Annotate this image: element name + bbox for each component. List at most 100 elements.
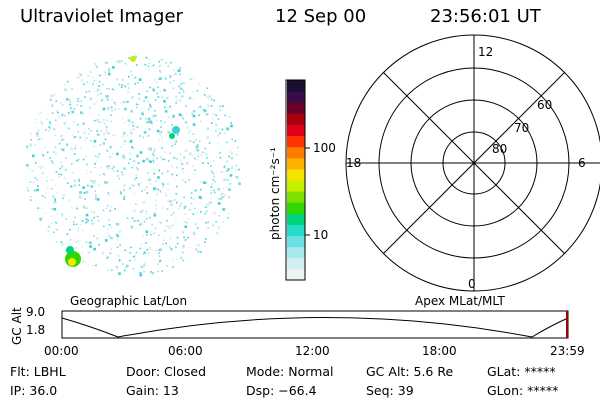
uvi-pixel	[99, 144, 101, 146]
uvi-pixel	[206, 87, 208, 89]
uvi-pixel	[175, 99, 178, 102]
uvi-pixel	[149, 103, 151, 106]
info-seq: Seq: 39	[366, 383, 414, 398]
uvi-pixel	[159, 191, 162, 194]
uvi-pixel	[132, 159, 136, 163]
uvi-pixel	[163, 158, 166, 161]
observation-time: 23:56:01 UT	[430, 6, 541, 27]
uvi-pixel	[124, 249, 126, 252]
uvi-pixel	[92, 181, 95, 184]
uvi-pixel	[140, 181, 143, 184]
uvi-pixel	[80, 74, 82, 76]
uvi-pixel	[71, 88, 73, 90]
uvi-pixel	[71, 162, 73, 165]
uvi-pixel	[213, 99, 215, 102]
uvi-pixel	[130, 146, 133, 148]
uvi-pixel	[183, 196, 185, 198]
uvi-pixel	[36, 188, 39, 192]
uvi-pixel	[108, 165, 110, 167]
uvi-pixel	[116, 267, 119, 270]
uvi-pixel	[178, 208, 180, 210]
uvi-pixel	[148, 247, 152, 250]
uvi-pixel	[96, 130, 98, 132]
uvi-pixel	[75, 241, 77, 243]
uvi-pixel	[120, 86, 123, 89]
uvi-pixel	[212, 172, 215, 175]
uvi-pixel	[158, 78, 160, 80]
uvi-pixel	[223, 166, 226, 168]
uvi-pixel	[68, 98, 71, 101]
uvi-pixel	[58, 175, 61, 178]
uvi-pixel	[147, 172, 150, 174]
uvi-pixel	[154, 227, 157, 230]
uvi-pixel	[152, 88, 155, 92]
uvi-pixel	[175, 174, 178, 177]
uvi-pixel	[210, 95, 213, 97]
uvi-pixel	[137, 168, 139, 171]
uvi-pixel	[146, 90, 149, 93]
uvi-pixel	[180, 82, 183, 85]
uvi-pixel	[98, 114, 100, 116]
uvi-pixel	[161, 270, 163, 272]
uvi-pixel	[211, 182, 213, 185]
uvi-pixel	[104, 174, 106, 176]
uvi-pixel	[113, 134, 116, 137]
uvi-pixel	[179, 99, 181, 102]
uvi-pixel	[53, 201, 56, 204]
uvi-pixel	[74, 180, 77, 183]
uvi-pixel	[192, 123, 196, 126]
uvi-pixel	[48, 224, 50, 226]
uvi-pixel	[209, 189, 212, 192]
uvi-pixel	[58, 173, 60, 175]
uvi-pixel	[192, 198, 195, 200]
uvi-pixel	[148, 62, 150, 64]
uvi-pixel	[164, 121, 166, 123]
uvi-pixel	[238, 168, 240, 171]
uvi-pixel	[169, 200, 171, 203]
uvi-pixel	[118, 258, 121, 261]
uvi-pixel	[36, 122, 39, 124]
uvi-pixel	[200, 188, 202, 191]
uvi-pixel	[105, 95, 107, 98]
uvi-pixel	[87, 251, 91, 254]
uvi-pixel	[105, 182, 107, 184]
uvi-pixel	[166, 265, 169, 267]
uvi-pixel	[138, 183, 140, 185]
uvi-pixel	[124, 122, 126, 124]
uvi-pixel	[142, 201, 146, 204]
uvi-pixel	[54, 146, 57, 148]
uvi-pixel	[142, 136, 144, 138]
altitude-min-label: 1.8	[26, 323, 46, 337]
mlt-label-0: 0	[468, 277, 476, 291]
uvi-pixel	[146, 121, 149, 124]
uvi-pixel	[111, 88, 114, 90]
uvi-pixel	[196, 144, 199, 146]
uvi-pixel	[98, 153, 101, 156]
uvi-pixel	[160, 58, 163, 61]
uvi-pixel	[97, 93, 100, 96]
uvi-pixel	[197, 149, 199, 151]
uvi-pixel	[214, 212, 217, 215]
uvi-pixel	[180, 256, 183, 260]
uvi-pixel	[127, 83, 129, 85]
uvi-pixel	[80, 223, 83, 226]
uvi-pixel	[124, 195, 126, 197]
uvi-pixel	[156, 92, 159, 95]
uvi-pixel	[34, 162, 37, 164]
uvi-pixel	[96, 88, 100, 92]
uvi-pixel	[163, 88, 166, 92]
uvi-pixel	[104, 180, 106, 183]
uvi-pixel	[117, 239, 119, 241]
uvi-pixel	[147, 147, 150, 150]
uvi-pixel	[212, 224, 214, 227]
polar-diagonal-2	[383, 72, 565, 254]
uvi-pixel	[103, 173, 105, 175]
uvi-pixel	[212, 160, 215, 162]
uvi-pixel	[78, 100, 80, 103]
uvi-pixel	[54, 199, 56, 202]
uvi-pixel	[204, 213, 206, 215]
uvi-pixel	[194, 190, 197, 192]
uvi-pixel	[201, 151, 204, 154]
uvi-pixel	[92, 87, 95, 90]
uvi-pixel	[54, 201, 57, 204]
